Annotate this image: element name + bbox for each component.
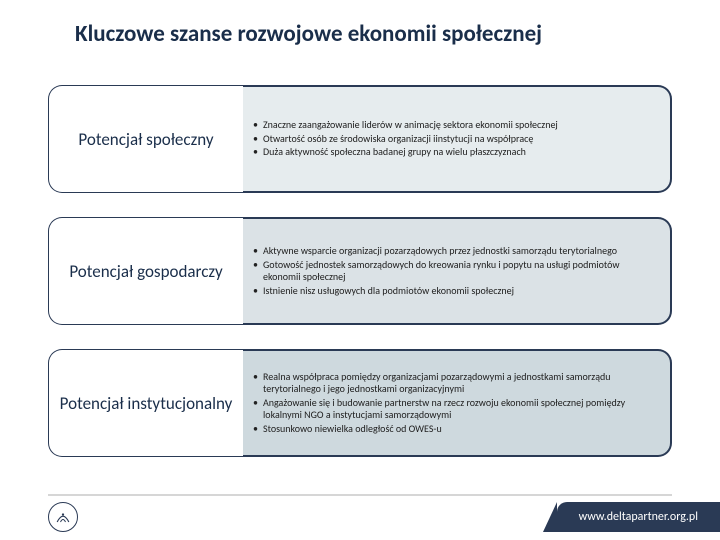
row-label-text: Potencjał gospodarczy <box>69 261 222 282</box>
rows-container: Potencjał społeczny Znaczne zaangażowanie… <box>48 85 672 457</box>
bullet-item: Angażowanie się i budowanie partnerstw n… <box>253 397 656 422</box>
bullet-item: Otwartość osób ze środowiska organizacji… <box>253 133 558 146</box>
bullet-item: Stosunkowo niewielka odległość od OWES-u <box>253 423 656 436</box>
bullet-list: Realna współpraca pomiędzy organizacjami… <box>253 370 656 437</box>
row-label: Potencjał gospodarczy <box>48 217 243 325</box>
row-label: Potencjał społeczny <box>48 85 243 193</box>
page-title: Kluczowe szanse rozwojowe ekonomii społe… <box>75 20 680 48</box>
row-label: Potencjał instytucjonalny <box>48 349 243 457</box>
row: Potencjał gospodarczy Aktywne wsparcie or… <box>48 217 672 325</box>
deltapartner-logo-icon <box>48 502 78 532</box>
row-content: Realna współpraca pomiędzy organizacjami… <box>229 349 672 457</box>
footer-divider <box>48 494 672 496</box>
footer-url-text: www.deltapartner.org.pl <box>579 510 698 524</box>
bullet-item: Znaczne zaangażowanie liderów w animację… <box>253 119 558 132</box>
row-label-text: Potencjał instytucjonalny <box>60 393 233 414</box>
row-content: Aktywne wsparcie organizacji pozarządowy… <box>229 217 672 325</box>
row-content: Znaczne zaangażowanie liderów w animację… <box>229 85 672 193</box>
bullet-list: Znaczne zaangażowanie liderów w animację… <box>253 118 558 160</box>
bullet-list: Aktywne wsparcie organizacji pozarządowy… <box>253 244 656 298</box>
row-label-text: Potencjał społeczny <box>78 129 213 150</box>
row: Potencjał instytucjonalny Realna współpra… <box>48 349 672 457</box>
url-triangle-decoration <box>543 502 557 532</box>
row: Potencjał społeczny Znaczne zaangażowanie… <box>48 85 672 193</box>
footer: www.deltapartner.org.pl <box>0 494 720 540</box>
bullet-item: Gotowość jednostek samorządowych do kreo… <box>253 259 656 284</box>
bullet-item: Realna współpraca pomiędzy organizacjami… <box>253 371 656 396</box>
footer-url: www.deltapartner.org.pl <box>557 502 720 532</box>
bullet-item: Duża aktywność społeczna badanej grupy n… <box>253 146 558 159</box>
bullet-item: Istnienie nisz usługowych dla podmiotów … <box>253 285 656 298</box>
bullet-item: Aktywne wsparcie organizacji pozarządowy… <box>253 245 656 258</box>
